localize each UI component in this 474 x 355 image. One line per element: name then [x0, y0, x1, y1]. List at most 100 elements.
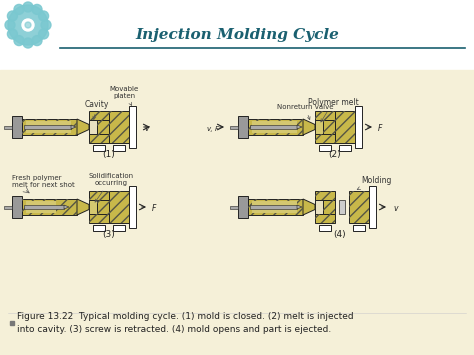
- Bar: [97, 120, 109, 134]
- Polygon shape: [77, 119, 89, 135]
- Text: (4): (4): [334, 230, 346, 239]
- Bar: [315, 111, 335, 120]
- Bar: [113, 145, 125, 151]
- Bar: [349, 191, 369, 223]
- Bar: [323, 120, 335, 134]
- Bar: [315, 214, 335, 223]
- Polygon shape: [77, 199, 89, 215]
- Bar: [89, 200, 97, 214]
- Text: Figure 13.22  Typical molding cycle. (1) mold is closed. (2) melt is injected
in: Figure 13.22 Typical molding cycle. (1) …: [17, 312, 354, 334]
- Text: Molding: Molding: [357, 176, 392, 190]
- Bar: [250, 205, 297, 209]
- Text: F: F: [378, 124, 383, 133]
- Bar: [252, 121, 297, 133]
- Text: Fresh polymer
melt for next shot: Fresh polymer melt for next shot: [12, 175, 75, 188]
- Bar: [319, 145, 331, 151]
- Bar: [315, 200, 323, 214]
- Bar: [238, 196, 248, 218]
- Bar: [97, 200, 109, 214]
- Bar: [339, 145, 351, 151]
- Circle shape: [23, 2, 33, 12]
- Bar: [323, 200, 335, 214]
- Text: Cavity: Cavity: [85, 100, 109, 120]
- Bar: [0, 70, 474, 355]
- Circle shape: [8, 11, 18, 21]
- Bar: [22, 199, 77, 215]
- Bar: [315, 134, 335, 143]
- Bar: [26, 201, 56, 213]
- Bar: [109, 191, 129, 223]
- Text: (3): (3): [103, 230, 115, 239]
- Circle shape: [41, 20, 51, 30]
- Bar: [238, 116, 248, 138]
- Bar: [250, 125, 297, 129]
- Circle shape: [14, 4, 24, 15]
- Circle shape: [32, 4, 42, 15]
- Circle shape: [38, 11, 49, 21]
- Text: v: v: [145, 124, 149, 133]
- Bar: [230, 206, 238, 208]
- Text: (2): (2): [328, 150, 341, 159]
- Bar: [323, 200, 335, 214]
- Circle shape: [32, 36, 42, 45]
- Text: Polymer melt: Polymer melt: [308, 98, 358, 122]
- Bar: [315, 214, 335, 223]
- Bar: [315, 111, 335, 120]
- Bar: [4, 206, 12, 208]
- Bar: [335, 111, 355, 143]
- Bar: [93, 145, 105, 151]
- Bar: [315, 134, 335, 143]
- Bar: [129, 186, 136, 228]
- Bar: [4, 126, 12, 129]
- Bar: [97, 200, 109, 214]
- Bar: [93, 225, 105, 231]
- Text: F: F: [152, 204, 156, 213]
- Bar: [129, 106, 136, 148]
- Text: (1): (1): [103, 150, 115, 159]
- Bar: [12, 116, 22, 138]
- Polygon shape: [303, 199, 315, 215]
- Bar: [24, 125, 71, 129]
- Bar: [109, 191, 129, 223]
- Bar: [26, 121, 71, 133]
- Bar: [319, 225, 331, 231]
- Circle shape: [22, 19, 34, 31]
- Circle shape: [8, 5, 48, 45]
- Bar: [252, 201, 297, 213]
- Bar: [97, 120, 109, 134]
- Bar: [113, 225, 125, 231]
- Polygon shape: [64, 205, 69, 209]
- Bar: [230, 126, 238, 129]
- Polygon shape: [71, 125, 76, 129]
- Bar: [353, 225, 365, 231]
- Text: Movable
platen: Movable platen: [109, 86, 138, 105]
- Bar: [22, 119, 77, 135]
- Bar: [89, 111, 109, 120]
- Bar: [89, 111, 109, 120]
- Bar: [89, 191, 109, 200]
- Text: Injection Molding Cycle: Injection Molding Cycle: [135, 28, 339, 42]
- Polygon shape: [297, 125, 302, 129]
- Bar: [248, 199, 303, 215]
- Circle shape: [38, 29, 49, 39]
- Bar: [109, 111, 129, 143]
- Circle shape: [25, 22, 31, 28]
- Bar: [109, 111, 129, 143]
- Bar: [89, 214, 109, 223]
- Bar: [248, 119, 303, 135]
- Bar: [10, 321, 14, 325]
- Bar: [248, 119, 303, 135]
- Bar: [248, 199, 303, 215]
- Polygon shape: [297, 205, 302, 209]
- Bar: [315, 120, 323, 134]
- Bar: [349, 191, 369, 223]
- Text: Nonreturn valve: Nonreturn valve: [277, 104, 333, 120]
- Bar: [22, 119, 77, 135]
- Bar: [12, 196, 22, 218]
- Text: Solidification
occurring: Solidification occurring: [89, 173, 134, 202]
- Bar: [89, 134, 109, 143]
- Circle shape: [14, 36, 24, 45]
- Bar: [89, 214, 109, 223]
- Bar: [355, 106, 362, 148]
- Text: v, F: v, F: [207, 126, 219, 132]
